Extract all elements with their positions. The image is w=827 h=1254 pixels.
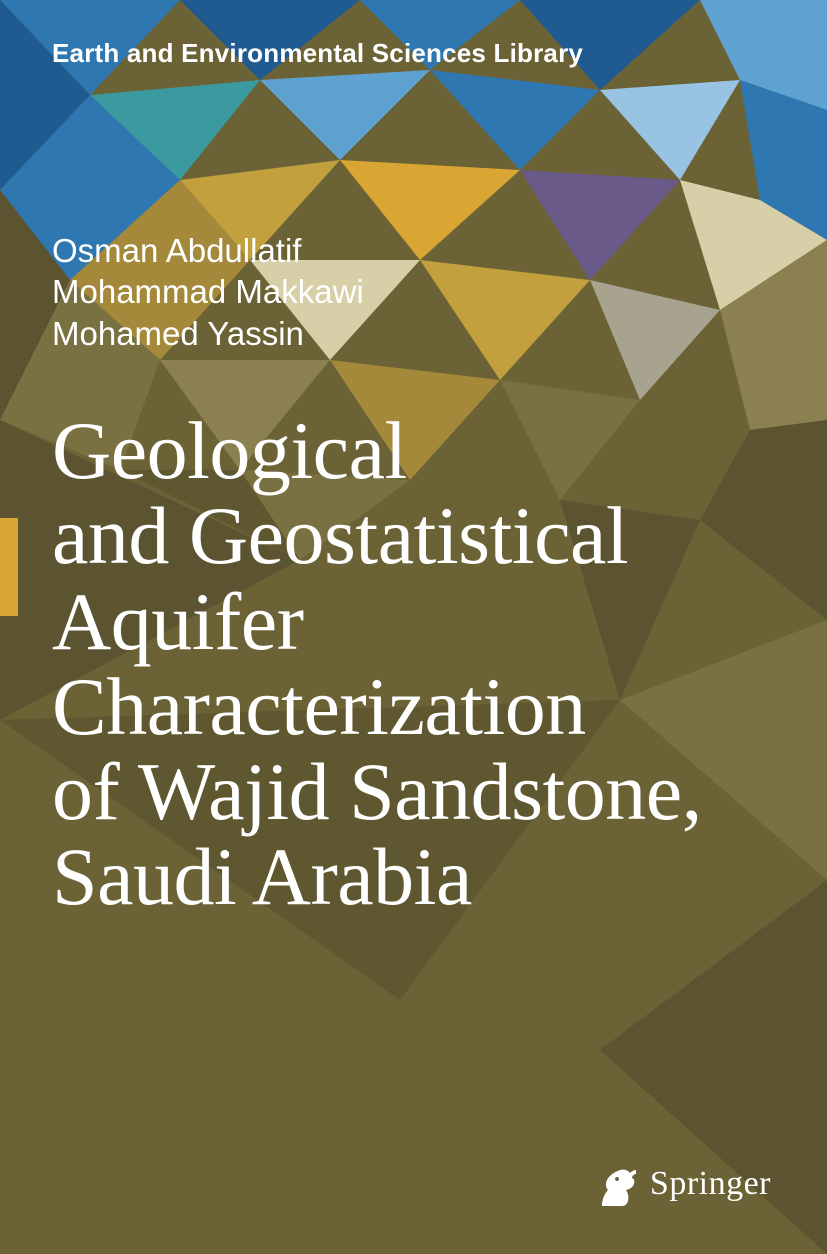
accent-strip [0, 518, 18, 616]
author-line: Mohamed Yassin [52, 313, 364, 354]
book-title: Geological and Geostatistical Aquifer Ch… [52, 408, 787, 920]
title-line: Saudi Arabia [52, 834, 787, 919]
title-line: Characterization [52, 664, 787, 749]
author-line: Osman Abdullatif [52, 230, 364, 271]
publisher-name: Springer [650, 1165, 771, 1203]
series-label: Earth and Environmental Sciences Library [52, 38, 583, 69]
authors-block: Osman Abdullatif Mohammad Makkawi Mohame… [52, 230, 364, 354]
title-line: Aquifer [52, 579, 787, 664]
publisher-block: Springer [596, 1160, 771, 1208]
title-line: Geological [52, 408, 787, 493]
springer-horse-icon [596, 1160, 638, 1208]
title-line: and Geostatistical [52, 493, 787, 578]
title-line: of Wajid Sandstone, [52, 749, 787, 834]
author-line: Mohammad Makkawi [52, 271, 364, 312]
